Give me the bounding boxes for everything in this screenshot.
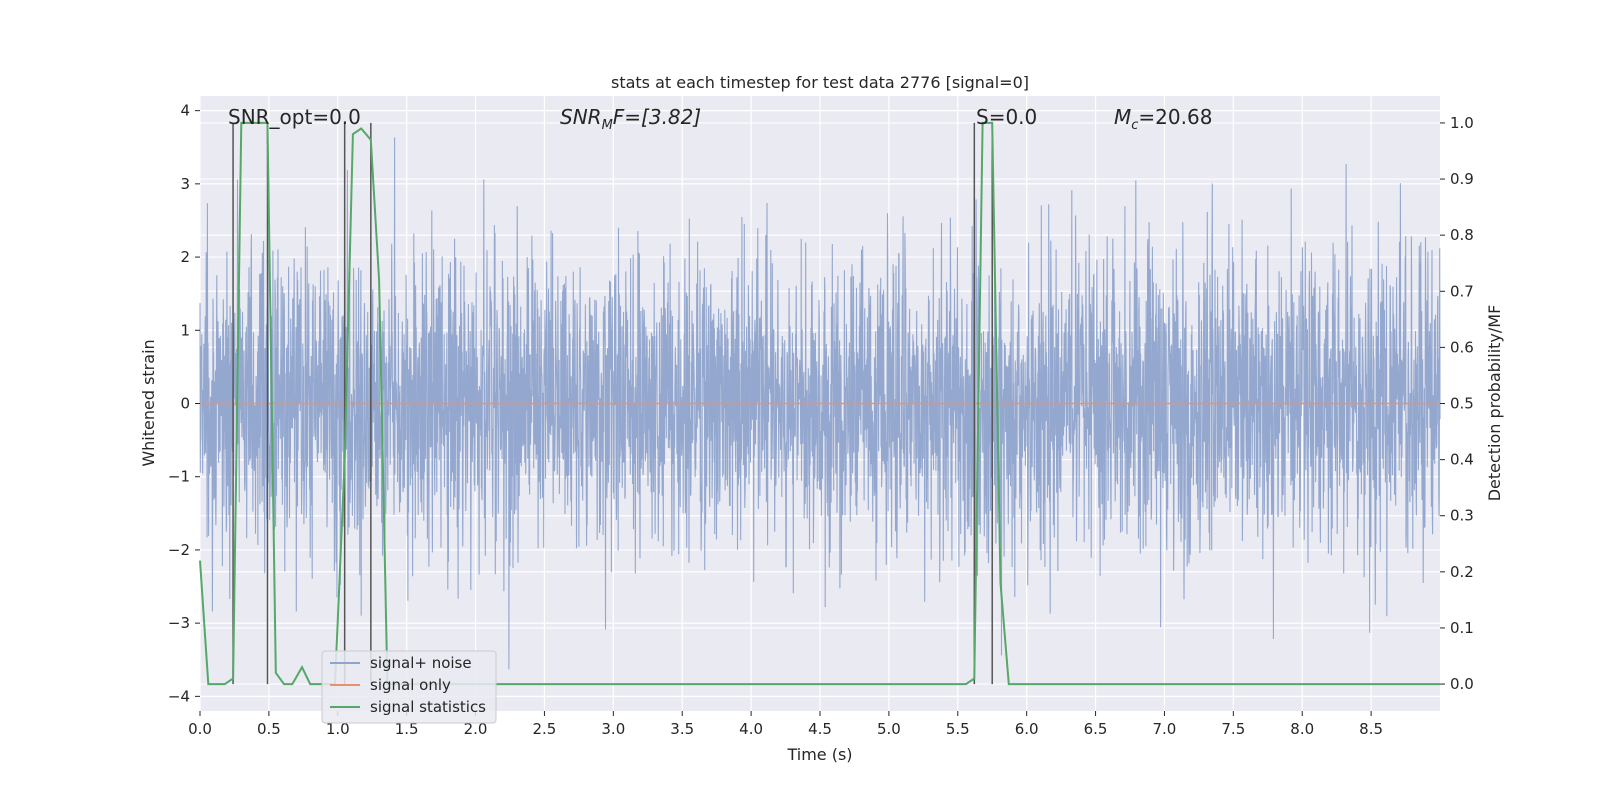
- annotation-s: S=0.0: [976, 105, 1037, 129]
- y-tick-label: −3: [168, 614, 190, 632]
- x-tick-label: 5.0: [877, 720, 901, 738]
- legend-box: [321, 650, 497, 724]
- y-tick-label: 4: [180, 102, 190, 120]
- y2-tick-label: 0.1: [1450, 619, 1474, 637]
- x-tick-label: 4.5: [808, 720, 832, 738]
- y2-tick-label: 0.5: [1450, 395, 1474, 413]
- y2-tick-label: 0.6: [1450, 338, 1474, 356]
- legend: signal+ noise signal only signal statist…: [321, 650, 497, 724]
- y2-tick-label: 1.0: [1450, 114, 1474, 132]
- x-tick-label: 4.0: [739, 720, 763, 738]
- legend-label-signal-noise: signal+ noise: [370, 654, 472, 672]
- x-axis-ticks: 0.0 0.5 1.0 1.5 2.0 2.5 3.0 3.5 4.0 4.5 5.0 5.5 6.0 6…: [188, 711, 1383, 738]
- legend-label-signal-statistics: signal statistics: [370, 698, 486, 716]
- y-tick-label: −4: [168, 687, 190, 705]
- y2-tick-label: 0.4: [1450, 451, 1474, 469]
- y2-tick-label: 0.0: [1450, 675, 1474, 693]
- signal-noise-series: [199, 137, 1441, 670]
- chart-title: stats at each timestep for test data 277…: [611, 73, 1029, 92]
- y-tick-label: 0: [180, 395, 190, 413]
- y2-tick-label: 0.7: [1450, 282, 1474, 300]
- y2-tick-label: 0.9: [1450, 170, 1474, 188]
- y-axis-ticks: 4 3 2 1 0 −1 −2 −3 −4: [168, 102, 200, 705]
- x-tick-label: 6.0: [1015, 720, 1039, 738]
- legend-label-signal-only: signal only: [370, 676, 451, 694]
- x-tick-label: 7.0: [1153, 720, 1177, 738]
- x-tick-label: 1.5: [395, 720, 419, 738]
- x-tick-label: 7.5: [1221, 720, 1245, 738]
- y2-tick-label: 0.3: [1450, 507, 1474, 525]
- x-axis-title: Time (s): [786, 745, 852, 764]
- y2-axis-title: Detection probability/MF: [1485, 305, 1504, 502]
- x-tick-label: 3.5: [670, 720, 694, 738]
- vertical-markers: [232, 122, 993, 685]
- y-tick-label: −1: [168, 468, 190, 486]
- x-tick-label: 0.0: [188, 720, 212, 738]
- x-tick-label: 2.5: [533, 720, 557, 738]
- x-tick-label: 8.5: [1359, 720, 1383, 738]
- y-tick-label: −2: [168, 541, 190, 559]
- x-tick-label: 8.0: [1290, 720, 1314, 738]
- signal-noise-line: [199, 137, 1441, 670]
- y-axis-title: Whitened strain: [139, 339, 158, 466]
- x-tick-label: 3.0: [601, 720, 625, 738]
- y-tick-label: 3: [180, 175, 190, 193]
- annotation-snr-mf: SNRMF=[3.82]: [560, 105, 701, 133]
- x-tick-label: 0.5: [257, 720, 281, 738]
- y2-tick-label: 0.2: [1450, 563, 1474, 581]
- x-tick-label: 5.5: [946, 720, 970, 738]
- y2-tick-label: 0.8: [1450, 226, 1474, 244]
- y-tick-label: 1: [180, 321, 190, 339]
- y-tick-label: 2: [180, 248, 190, 266]
- x-tick-label: 1.0: [326, 720, 350, 738]
- annotation-mc: Mc=20.68: [1114, 105, 1212, 133]
- x-tick-label: 6.5: [1084, 720, 1108, 738]
- annotation-snr-mf-rest: F=[3.82]: [613, 105, 701, 129]
- annotation-snr-opt: SNR_opt=0.0: [228, 105, 361, 129]
- y2-axis-ticks: 1.0 0.9 0.8 0.7 0.6 0.5 0.4 0.3 0.2 0.1 0.0: [1440, 114, 1474, 693]
- x-tick-label: 2.0: [464, 720, 488, 738]
